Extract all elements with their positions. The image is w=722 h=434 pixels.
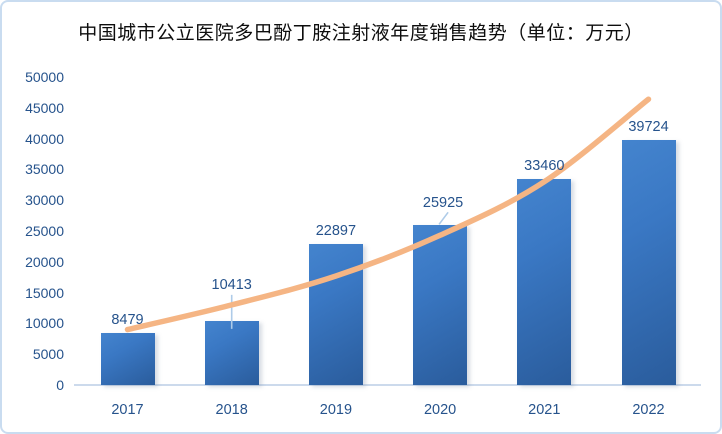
y-tick-label: 20000	[25, 253, 64, 270]
y-tick-label: 45000	[25, 99, 64, 116]
x-tick-label: 2018	[215, 402, 248, 418]
y-tick-label: 40000	[25, 130, 64, 147]
x-tick-label: 2020	[423, 402, 457, 418]
y-tick-label: 15000	[25, 284, 64, 301]
y-tick-label: 0	[56, 377, 64, 393]
x-tick-label: 2017	[111, 402, 144, 418]
chart-title: 中国城市公立医院多巴酚丁胺注射液年度销售趋势（单位：万元）	[78, 23, 644, 44]
bar-2019	[308, 243, 363, 385]
data-label: 33460	[524, 157, 565, 174]
bar-2018	[204, 320, 259, 385]
data-label: 22897	[315, 222, 357, 239]
y-tick-label: 35000	[25, 161, 64, 178]
bar-2022	[621, 140, 676, 385]
bar-2017	[100, 332, 155, 385]
data-label: 25925	[422, 195, 464, 212]
x-tick-label: 2021	[528, 402, 561, 418]
x-tick-label: 2019	[319, 402, 353, 418]
y-tick-label: 5000	[32, 346, 64, 363]
y-tick-label: 25000	[25, 223, 64, 239]
bar-2021	[517, 178, 572, 385]
label-leader-line	[438, 211, 449, 225]
y-tick-label: 50000	[25, 69, 64, 85]
data-label: 39724	[628, 119, 669, 136]
x-tick-label: 2022	[632, 402, 665, 418]
bar-2020	[413, 225, 468, 385]
y-tick-label: 30000	[25, 192, 64, 209]
x-axis-line	[74, 384, 701, 386]
y-tick-label: 10000	[25, 315, 64, 332]
data-label: 8479	[111, 311, 144, 328]
data-label: 10413	[211, 276, 252, 293]
